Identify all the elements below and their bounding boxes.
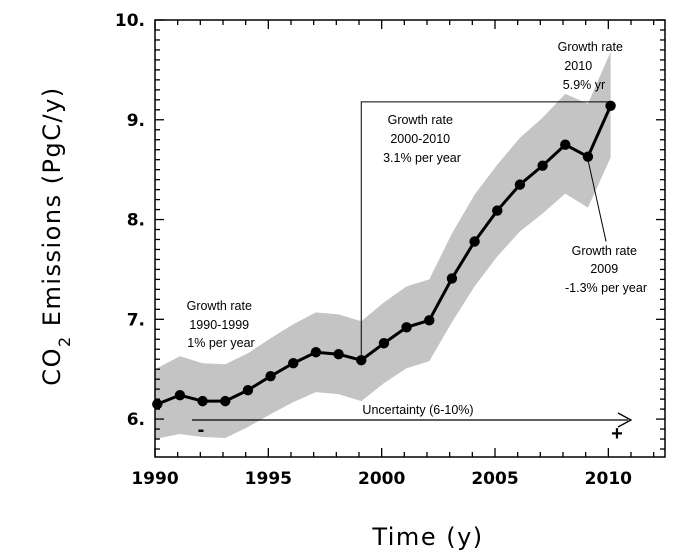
uncertainty-arrow-label: Uncertainty (6-10%) xyxy=(362,403,473,417)
annotation-2010-line1: Growth rate xyxy=(558,40,623,54)
data-point xyxy=(174,389,186,401)
y-tick-label: 9. xyxy=(127,111,145,131)
uncertainty-arrow: Uncertainty (6-10%) - + xyxy=(192,403,633,445)
annotation-2010: Growth rate 2010 5.9% yr xyxy=(558,40,627,92)
data-point xyxy=(605,100,616,112)
data-point xyxy=(514,179,526,190)
data-point xyxy=(310,347,322,358)
data-point xyxy=(197,395,208,407)
x-tick-labels: 1990 1995 2000 2005 2010 xyxy=(131,469,632,489)
y-tick-label: 6. xyxy=(127,410,145,430)
data-point xyxy=(288,358,299,369)
data-point xyxy=(242,384,254,396)
data-point xyxy=(537,160,548,171)
y-tick-label: 7. xyxy=(127,310,145,330)
data-point xyxy=(582,151,594,162)
leader-line-2000s xyxy=(360,101,611,358)
y-tick-label: 10. xyxy=(115,11,145,31)
annotation-leader-lines xyxy=(360,101,611,358)
data-point xyxy=(220,395,231,407)
y-axis-title-subscript: 2 xyxy=(55,335,74,347)
data-point xyxy=(152,398,163,410)
data-point xyxy=(492,205,503,216)
data-point xyxy=(469,236,480,247)
uncertainty-arrow-head xyxy=(617,412,633,428)
annotation-2010-line2: 2010 xyxy=(564,59,592,73)
annotation-2000s: Growth rate 2000-2010 3.1% per year xyxy=(383,113,461,165)
annotation-2000s-line1: Growth rate xyxy=(388,113,453,127)
axis-ticks xyxy=(154,19,665,457)
y-tick-labels: 6. 7. 8. 9. 10. xyxy=(115,11,145,430)
data-point xyxy=(356,355,367,366)
data-point xyxy=(446,273,458,284)
annotation-2009-line1: Growth rate xyxy=(572,244,637,258)
emission-markers xyxy=(152,100,616,410)
x-tick-label: 1990 xyxy=(131,469,178,489)
annotation-1990s: Growth rate 1990-1999 1% per year xyxy=(187,299,256,350)
data-point xyxy=(333,349,344,360)
data-point xyxy=(401,322,412,333)
annotation-2009-line3: -1.3% per year xyxy=(565,281,647,295)
uncertainty-band xyxy=(155,51,611,440)
x-tick-label: 2010 xyxy=(585,469,632,489)
x-tick-label: 2000 xyxy=(358,469,405,489)
annotation-1990s-line1: Growth rate xyxy=(187,299,252,313)
annotation-2009-line2: 2009 xyxy=(590,262,618,276)
annotation-2009: Growth rate 2009 -1.3% per year xyxy=(565,244,647,295)
leader-line-2009 xyxy=(587,159,607,242)
x-tick-label: 1995 xyxy=(245,469,292,489)
uncertainty-minus-sign: - xyxy=(198,419,205,441)
y-axis-title-main: CO xyxy=(38,347,66,386)
annotation-1990s-line3: 1% per year xyxy=(187,336,254,350)
annotation-1990s-line2: 1990-1999 xyxy=(189,318,249,332)
plot-frame xyxy=(154,19,666,458)
annotation-2000s-line3: 3.1% per year xyxy=(383,151,461,165)
annotation-2010-line3: 5.9% yr xyxy=(563,78,605,92)
annotation-2000s-line2: 2000-2010 xyxy=(390,132,450,146)
x-axis-title: Time (y) xyxy=(371,523,483,551)
y-tick-label: 8. xyxy=(127,211,145,231)
data-point xyxy=(378,338,390,349)
data-point xyxy=(560,139,571,150)
uncertainty-plus-sign: + xyxy=(611,423,623,445)
x-tick-label: 2005 xyxy=(471,469,518,489)
data-point xyxy=(424,315,435,326)
data-point xyxy=(265,370,276,382)
y-axis-title-rest: Emissions (PgC/y) xyxy=(38,86,66,335)
y-axis-title: CO2 Emissions (PgC/y) xyxy=(38,86,74,385)
